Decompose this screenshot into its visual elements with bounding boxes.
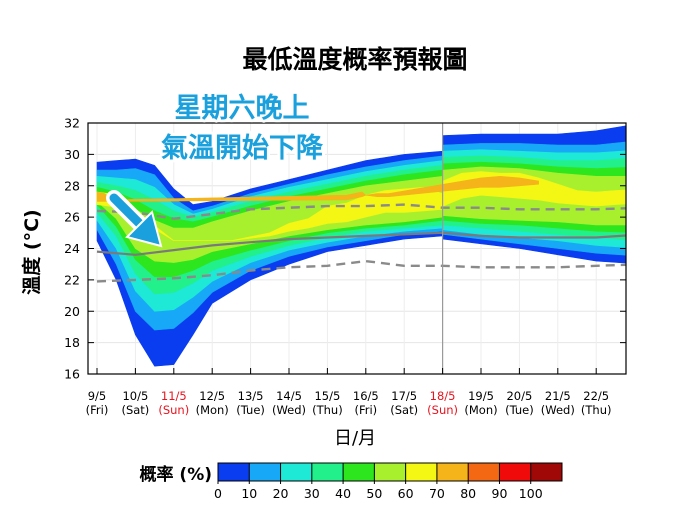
y-tick-label: 22	[64, 272, 80, 287]
colorbar-tick-label: 70	[429, 486, 445, 501]
colorbar-swatch	[249, 463, 282, 481]
colorbar-swatch	[436, 463, 469, 481]
percentile-lines	[96, 203, 626, 283]
colorbar-swatch	[374, 463, 407, 481]
x-axis-label: 日/月	[334, 428, 376, 449]
y-tick-label: 18	[64, 335, 80, 350]
x-tick-date: 15/5	[314, 389, 340, 403]
x-tick-date: 18/5	[430, 389, 456, 403]
colorbar-tick-label: 40	[335, 486, 351, 501]
colorbar-tick-label: 100	[519, 486, 543, 501]
colorbar-swatch	[468, 463, 500, 481]
x-tick-date: 11/5	[161, 389, 187, 403]
x-tick-date: 21/5	[545, 389, 571, 403]
y-tick-label: 24	[64, 241, 80, 256]
colorbar-tick-label: 50	[366, 486, 382, 501]
colorbar-swatch	[499, 463, 532, 481]
x-tick-date: 12/5	[199, 389, 225, 403]
annotation-line-1: 星期六晚上	[175, 93, 310, 124]
x-tick-day: (Fri)	[354, 403, 377, 417]
x-tick-day: (Wed)	[541, 403, 575, 417]
x-tick-date: 10/5	[122, 389, 148, 403]
x-tick-day: (Sat)	[121, 403, 149, 417]
x-tick-day: (Tue)	[236, 403, 265, 417]
colorbar-label: 概率 (%)	[140, 464, 213, 485]
x-tick-date: 17/5	[391, 389, 417, 403]
x-tick-day: (Sun)	[158, 403, 189, 417]
annotation-line-2: 氣溫開始下降	[161, 132, 324, 164]
line-median	[96, 231, 626, 256]
colorbar-swatch	[311, 463, 344, 481]
colorbar-swatch	[280, 463, 313, 481]
colorbar-swatch	[405, 463, 438, 481]
colorbar-swatch	[530, 463, 563, 481]
x-tick-day: (Sat)	[390, 403, 418, 417]
colorbar-tick-label: 90	[492, 486, 508, 501]
y-tick-label: 26	[64, 210, 80, 225]
x-tick-date: 20/5	[506, 389, 532, 403]
x-tick-day: (Mon)	[196, 403, 229, 417]
x-tick-day: (Thu)	[312, 403, 343, 417]
y-tick-label: 20	[64, 304, 80, 319]
x-tick-date: 22/5	[583, 389, 609, 403]
y-axis-label: 溫度 (°C)	[20, 209, 43, 294]
x-tick-date: 13/5	[238, 389, 264, 403]
x-tick-day: (Fri)	[86, 403, 109, 417]
x-tick-day: (Tue)	[505, 403, 534, 417]
colorbar-tick-label: 10	[241, 486, 257, 501]
x-tick-date: 9/5	[88, 389, 107, 403]
colorbar-swatch	[343, 463, 375, 481]
y-tick-label: 30	[64, 147, 80, 162]
x-tick-day: (Sun)	[427, 403, 458, 417]
x-tick-day: (Thu)	[581, 403, 612, 417]
annotation: 星期六晚上 氣溫開始下降	[158, 90, 327, 167]
x-tick-day: (Wed)	[272, 403, 306, 417]
y-tick-label: 32	[64, 116, 80, 131]
x-tick-date: 16/5	[353, 389, 379, 403]
colorbar-tick-label: 20	[273, 486, 289, 501]
colorbar-tick-label: 80	[460, 486, 476, 501]
colorbar-tick-label: 30	[304, 486, 320, 501]
colorbar-tick-label: 0	[214, 486, 222, 501]
x-tick-date: 14/5	[276, 389, 302, 403]
y-tick-label: 28	[64, 178, 80, 193]
line-upper_dashed	[96, 203, 626, 220]
prob-band-60	[96, 171, 626, 241]
annotation-arrow-icon	[106, 190, 163, 248]
colorbar-tick-label: 60	[398, 486, 414, 501]
y-tick-label: 16	[64, 367, 80, 382]
x-tick-date: 19/5	[468, 389, 494, 403]
chart-title: 最低溫度概率預報圖	[242, 45, 467, 74]
colorbar-swatch	[218, 463, 250, 481]
axes: 1618202224262830329/5(Fri)10/5(Sat)11/5(…	[64, 116, 627, 417]
x-tick-day: (Mon)	[464, 403, 497, 417]
colorbar: 0 10 20 30 40 50 60 70 80 90 100	[214, 462, 563, 501]
prob-band-70	[96, 175, 539, 202]
